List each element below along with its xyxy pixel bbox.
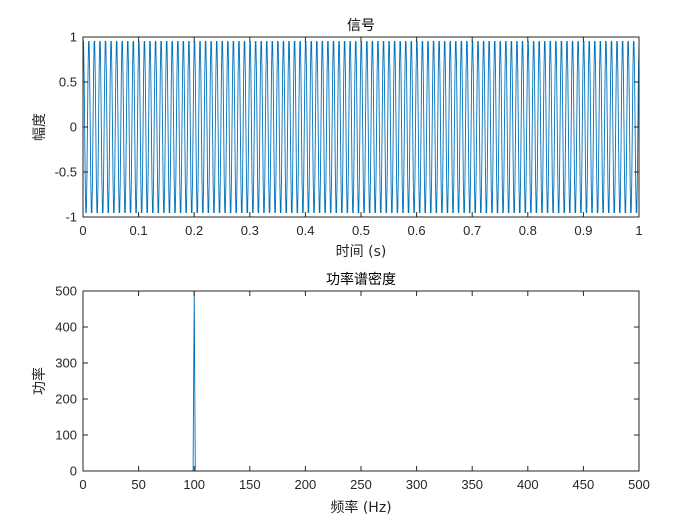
signal-x-tick-label: 0.1: [130, 223, 148, 238]
signal-x-tick-label: 0.7: [463, 223, 481, 238]
psd-x-tick-label: 300: [406, 477, 428, 492]
psd-y-tick-label: 300: [55, 356, 77, 371]
psd-y-tick-label: 500: [55, 284, 77, 299]
signal-y-tick-layer: -1 -0.5 0 0.5 1: [55, 30, 639, 225]
signal-x-tick-label: 0.9: [574, 223, 592, 238]
psd-x-axis-label: 频率 (Hz): [330, 499, 391, 516]
psd-x-tick-label: 400: [517, 477, 539, 492]
psd-x-tick-layer: 0 50 100 150 200 250 300 350 400 450 500: [79, 291, 650, 492]
signal-y-tick-label: 1: [70, 30, 77, 45]
psd-x-tick-label: 50: [131, 477, 145, 492]
psd-y-tick-label: 400: [55, 320, 77, 335]
signal-x-axis-label: 时间 (s): [336, 244, 387, 260]
signal-y-tick-label: -1: [65, 210, 77, 225]
signal-plot: 信号 0 0.1 0.2 0.3 0.4 0.5 0.6 0.7 0.8 0.9 1 -1-0.50…: [32, 18, 643, 260]
psd-x-tick-label: 250: [350, 477, 372, 492]
signal-x-tick-layer: 0 0.1 0.2 0.3 0.4 0.5 0.6 0.7 0.8 0.9 1: [79, 37, 643, 238]
signal-x-tick-label: 0.3: [241, 223, 259, 238]
psd-x-tick-label: 500: [628, 477, 650, 492]
signal-x-tick-label: 0.4: [296, 223, 314, 238]
psd-y-tick-layer: 0 100 200 300 400 500: [55, 284, 639, 479]
psd-x-tick-label: 150: [239, 477, 261, 492]
psd-plot: 功率谱密度 0 50 100 150 200 250 300 350 400 450 500 0 10…: [31, 271, 650, 516]
psd-y-tick-label: 0: [70, 464, 77, 479]
psd-y-tick-label: 100: [55, 428, 77, 443]
psd-y-axis-label: 功率: [31, 367, 48, 395]
psd-x-tick-label: 350: [461, 477, 483, 492]
psd-title: 功率谱密度: [326, 271, 396, 288]
psd-x-tick-label: 200: [295, 477, 317, 492]
signal-y-axis-label: 幅度: [32, 113, 48, 141]
signal-x-tick-label: 0.5: [352, 223, 370, 238]
psd-x-tick-label: 100: [183, 477, 205, 492]
signal-x-tick-label: 0.6: [408, 223, 426, 238]
signal-x-tick-label: 1: [635, 223, 642, 238]
psd-y-tick-label: 200: [55, 392, 77, 407]
signal-y-tick-label: 0.5: [59, 75, 77, 90]
signal-title: 信号: [347, 18, 375, 34]
psd-x-tick-label: 0: [79, 477, 86, 492]
signal-y-tick-label: -0.5: [55, 165, 77, 180]
signal-y-tick-label: 0: [70, 120, 77, 135]
signal-x-tick-label: 0.2: [185, 223, 203, 238]
signal-x-tick-label: 0.8: [519, 223, 537, 238]
signal-x-tick-label: 0: [79, 223, 86, 238]
psd-x-tick-label: 450: [573, 477, 595, 492]
